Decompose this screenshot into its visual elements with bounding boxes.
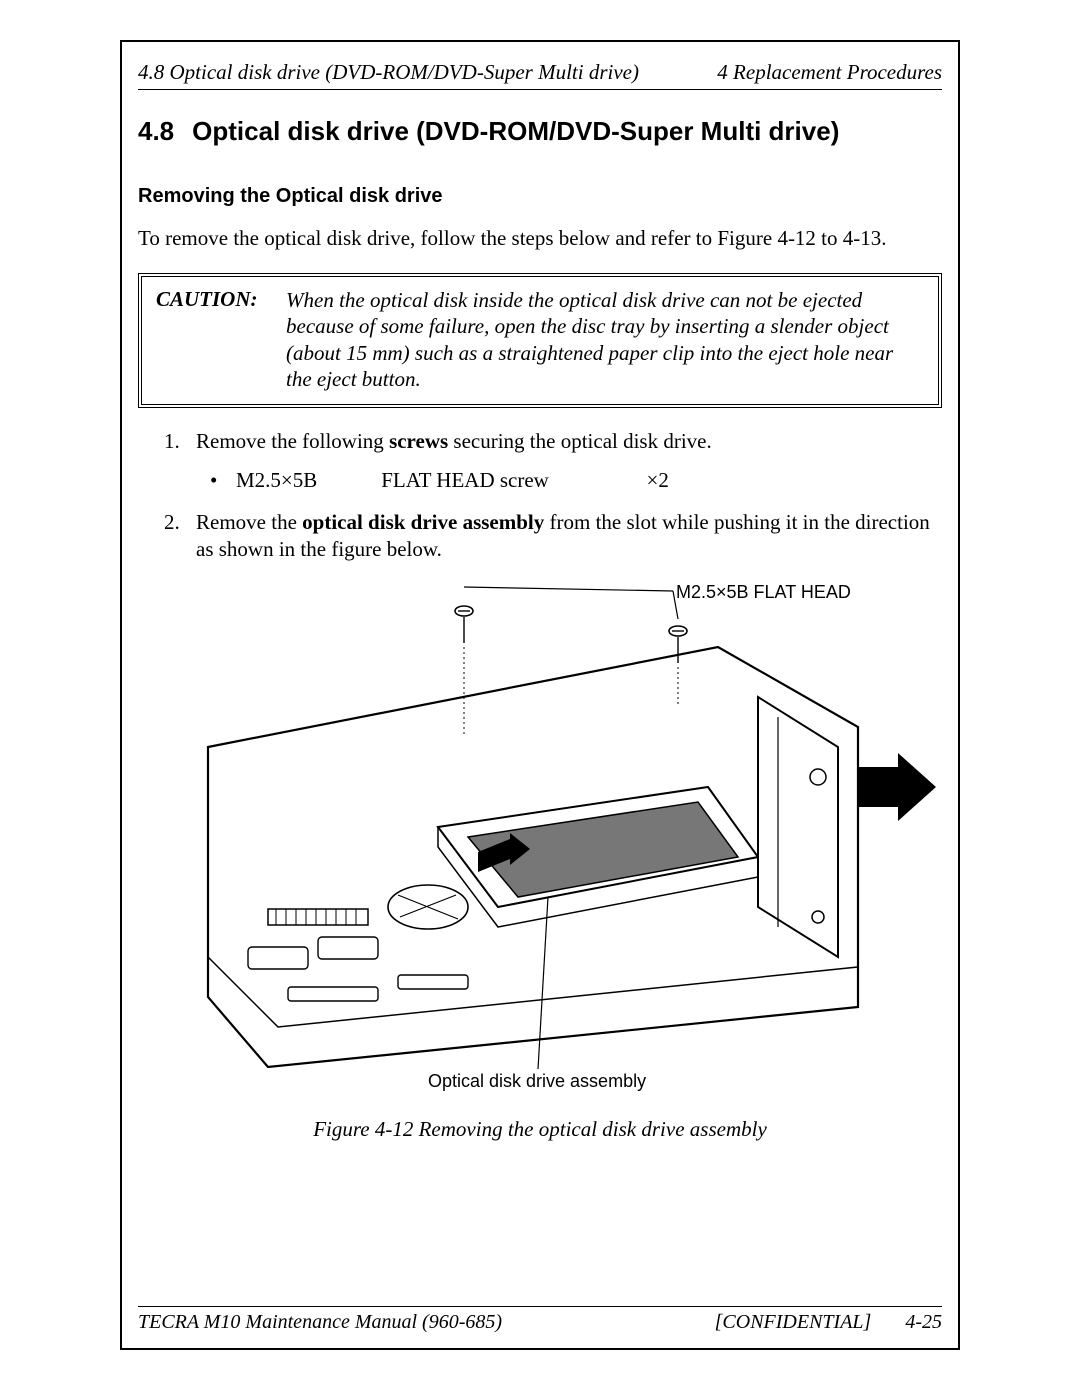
step-2-number: 2. — [164, 509, 180, 536]
screw-desc: FLAT HEAD screw — [381, 467, 641, 494]
caution-label: CAUTION: — [156, 287, 286, 392]
step-1-pre: Remove the following — [196, 429, 389, 453]
screw-spec: M2.5×5B — [236, 467, 376, 494]
caution-box: CAUTION: When the optical disk inside th… — [138, 273, 942, 408]
caution-text: When the optical disk inside the optical… — [286, 287, 924, 392]
header-rule — [138, 89, 942, 90]
step-1-number: 1. — [164, 428, 180, 455]
screw-qty: ×2 — [647, 468, 669, 492]
section-heading: Optical disk drive (DVD-ROM/DVD-Super Mu… — [192, 116, 839, 147]
figure-caption: Figure 4-12 Removing the optical disk dr… — [138, 1117, 942, 1142]
header-right: 4 Replacement Procedures — [717, 60, 942, 85]
section-title: 4.8 Optical disk drive (DVD-ROM/DVD-Supe… — [138, 116, 942, 147]
running-footer: TECRA M10 Maintenance Manual (960-685) [… — [138, 1306, 942, 1334]
footer-page: 4-25 — [905, 1311, 942, 1334]
figure-assy-label: Optical disk drive assembly — [428, 1071, 646, 1092]
intro-paragraph: To remove the optical disk drive, follow… — [138, 226, 942, 251]
footer-center: [CONFIDENTIAL] — [715, 1311, 872, 1334]
step-2: 2. Remove the optical disk drive assembl… — [196, 509, 942, 564]
section-number: 4.8 — [138, 116, 174, 147]
figure-svg — [138, 577, 946, 1107]
step-2-pre: Remove the — [196, 510, 302, 534]
footer-rule — [138, 1306, 942, 1307]
figure-4-12: M2.5×5B FLAT HEAD Optical disk drive ass… — [138, 577, 946, 1107]
step-1: 1. Remove the following screws securing … — [196, 428, 942, 495]
step-1-bold: screws — [389, 429, 448, 453]
header-left: 4.8 Optical disk drive (DVD-ROM/DVD-Supe… — [138, 60, 639, 85]
footer-left: TECRA M10 Maintenance Manual (960-685) — [138, 1311, 502, 1334]
page-frame: 4.8 Optical disk drive (DVD-ROM/DVD-Supe… — [120, 40, 960, 1350]
procedure-steps: 1. Remove the following screws securing … — [138, 428, 942, 563]
content: 4.8 Optical disk drive (DVD-ROM/DVD-Supe… — [122, 116, 958, 1142]
figure-screw-label: M2.5×5B FLAT HEAD — [676, 582, 851, 603]
subsection-title: Removing the Optical disk drive — [138, 185, 942, 208]
running-header: 4.8 Optical disk drive (DVD-ROM/DVD-Supe… — [122, 42, 958, 89]
screw-bullet: M2.5×5B FLAT HEAD screw ×2 — [196, 467, 942, 494]
step-1-post: securing the optical disk drive. — [448, 429, 712, 453]
step-2-bold: optical disk drive assembly — [302, 510, 544, 534]
